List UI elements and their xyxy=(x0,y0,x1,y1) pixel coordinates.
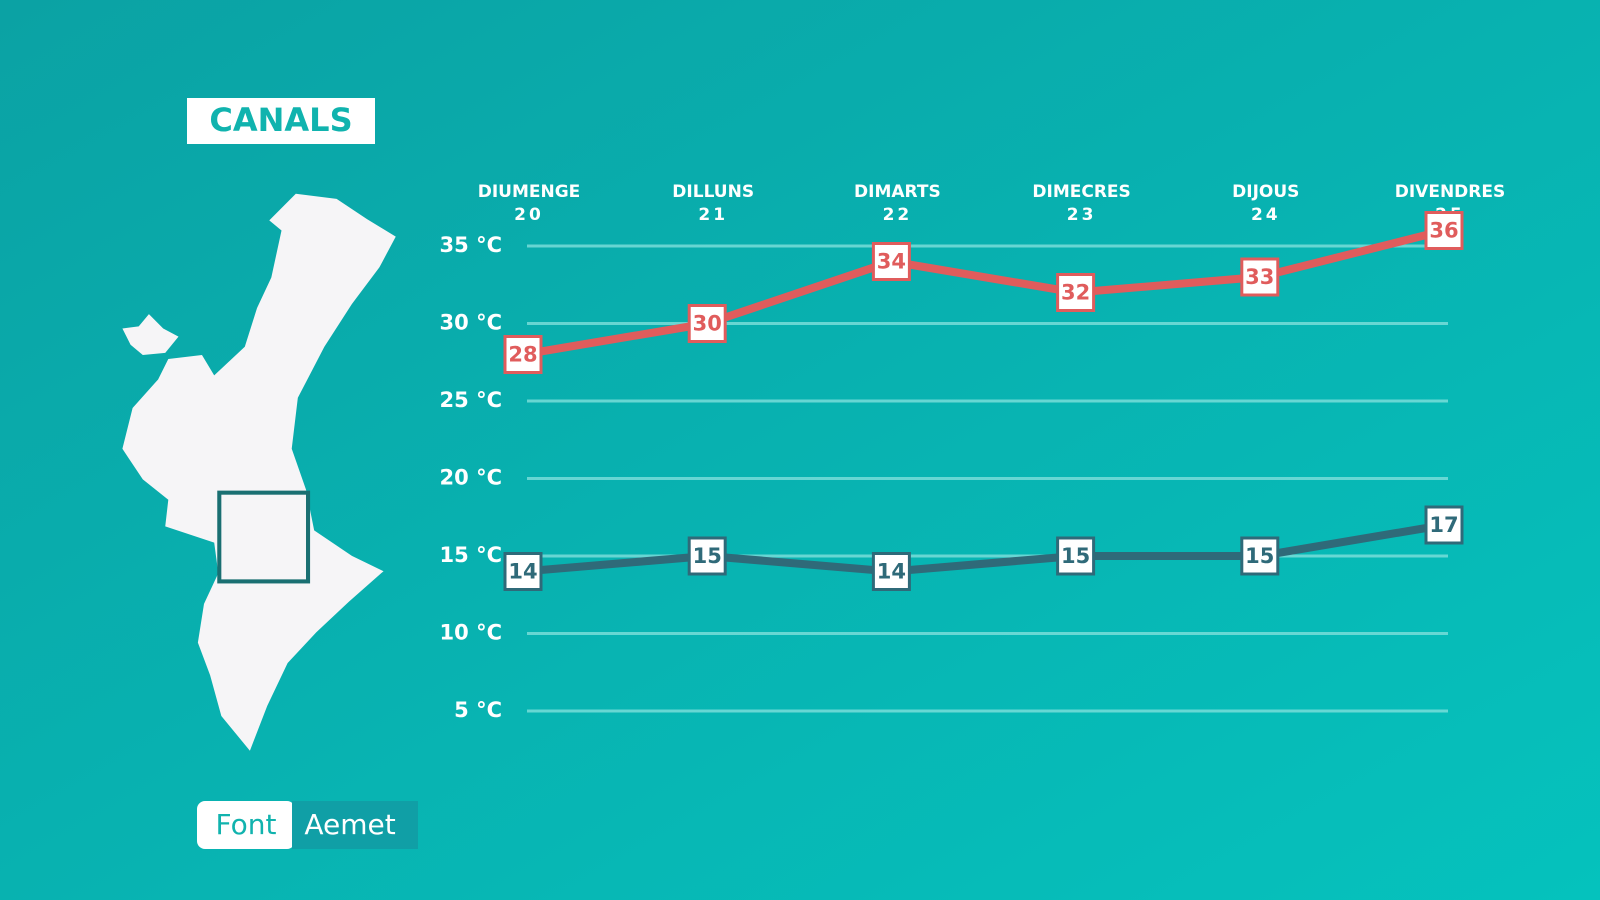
y-tick-label: 35 °C xyxy=(440,233,502,257)
value-label: 32 xyxy=(1061,281,1090,305)
series-line xyxy=(522,521,1445,576)
x-tick-label: DIVENDRES xyxy=(1395,182,1506,202)
source-name: Aemet xyxy=(304,808,395,841)
value-label: 14 xyxy=(877,560,906,584)
location-title: CANALS xyxy=(209,101,352,139)
x-tick-label: DIMECRES xyxy=(1032,182,1130,202)
x-tick-date: 24 xyxy=(1251,205,1281,225)
value-box xyxy=(503,335,543,374)
location-box xyxy=(187,98,375,144)
value-label: 34 xyxy=(877,250,906,274)
value-box xyxy=(1056,273,1096,312)
x-tick-date: 21 xyxy=(698,205,728,225)
value-box xyxy=(687,304,727,343)
x-tick-label: DIJOUS xyxy=(1232,182,1299,202)
source-label: Font xyxy=(216,808,277,841)
value-box xyxy=(503,552,543,591)
value-box xyxy=(1240,257,1280,297)
y-tick-label: 10 °C xyxy=(440,621,502,645)
x-tick-label: DIUMENGE xyxy=(478,182,581,202)
x-tick-date: 22 xyxy=(883,205,913,225)
value-label: 30 xyxy=(693,312,722,336)
x-tick-label: DILLUNS xyxy=(672,182,754,202)
y-tick-label: 15 °C xyxy=(440,543,502,567)
value-box xyxy=(1424,505,1464,545)
value-box xyxy=(871,552,911,591)
value-label: 14 xyxy=(508,560,537,584)
value-label: 15 xyxy=(1245,544,1274,568)
y-tick-label: 5 °C xyxy=(454,698,502,722)
y-tick-label: 30 °C xyxy=(440,311,502,335)
value-label: 15 xyxy=(1061,544,1090,568)
x-tick-date: 23 xyxy=(1067,205,1097,225)
x-tick-label: DIMARTS xyxy=(854,182,941,202)
value-box xyxy=(871,242,911,281)
series-line xyxy=(522,226,1445,359)
value-box xyxy=(1056,536,1096,576)
value-label: 15 xyxy=(693,544,722,568)
y-tick-label: 20 °C xyxy=(440,466,502,490)
value-box xyxy=(1424,211,1464,250)
value-box xyxy=(1240,536,1280,576)
value-label: 28 xyxy=(508,343,537,367)
y-tick-label: 25 °C xyxy=(440,388,502,412)
map xyxy=(122,193,396,751)
value-label: 33 xyxy=(1245,265,1274,289)
value-label: 36 xyxy=(1429,219,1458,243)
source-name-box xyxy=(292,801,418,849)
source-label-box xyxy=(197,801,295,849)
value-box xyxy=(687,536,727,576)
x-tick-date: 20 xyxy=(514,205,544,225)
value-label: 17 xyxy=(1429,513,1458,537)
